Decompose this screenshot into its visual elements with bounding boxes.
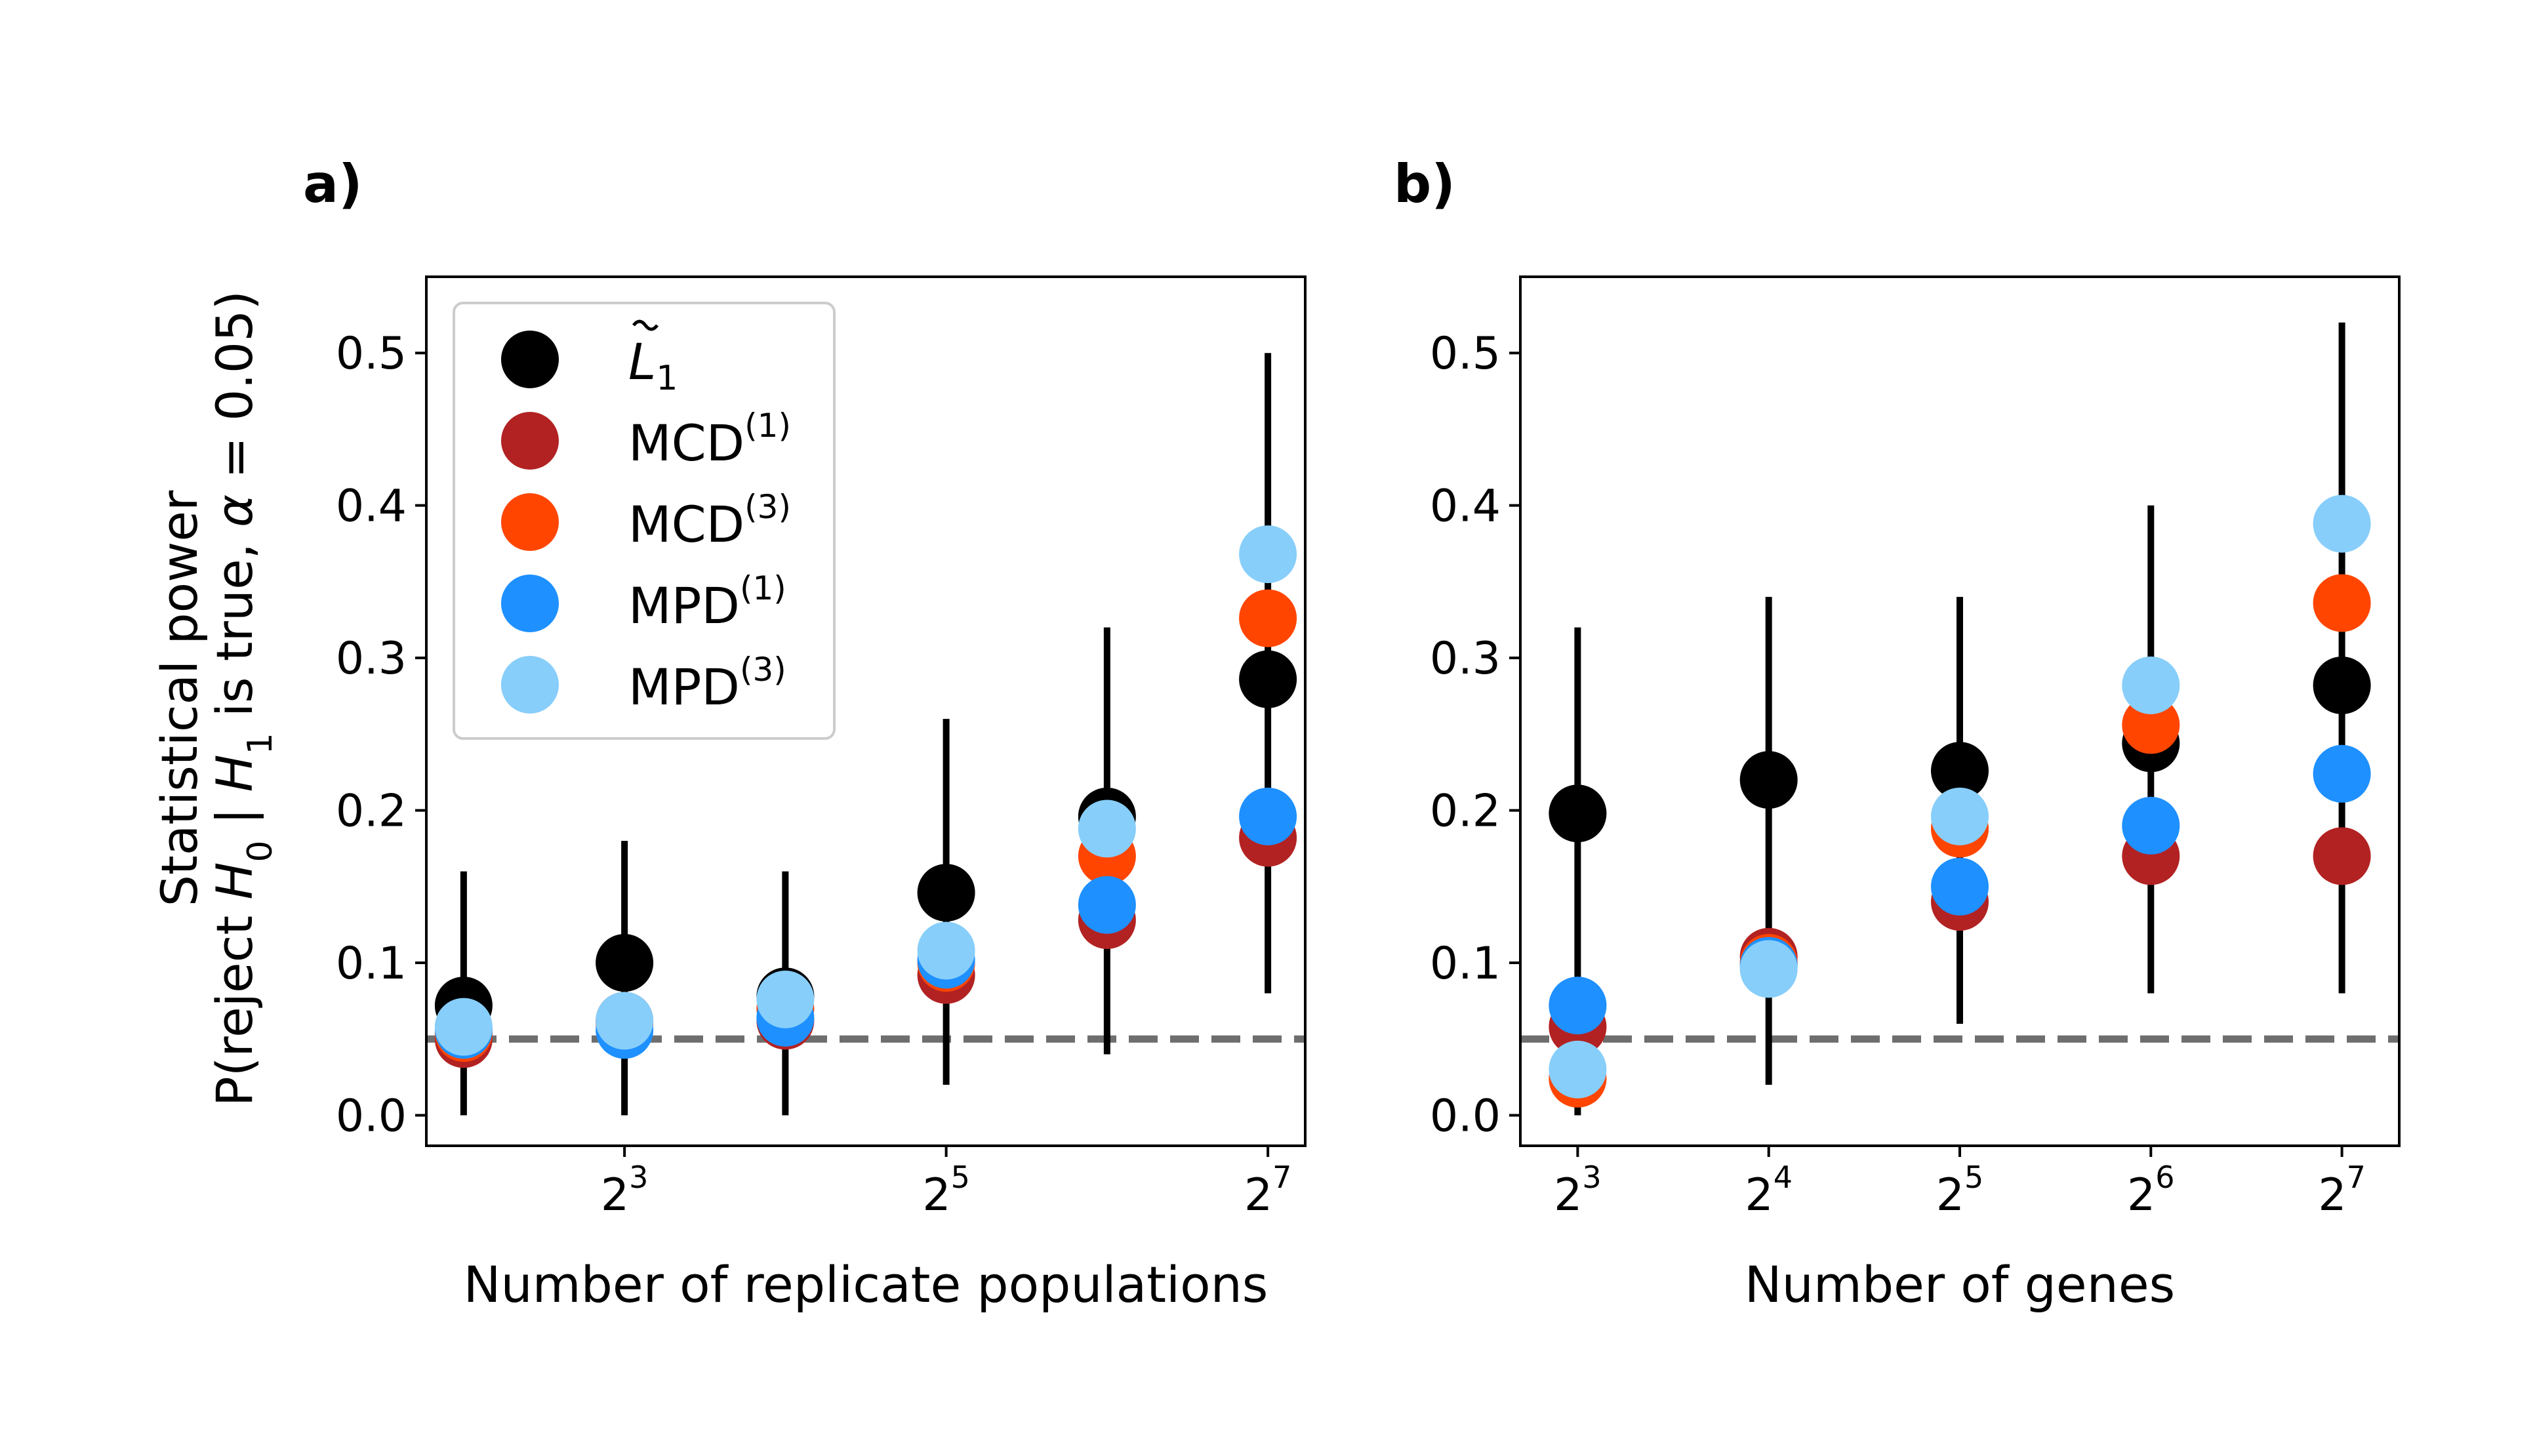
x-tick-label: 23 [601,1160,649,1221]
legend-marker-mcd1 [501,412,559,470]
y-tick-label: 0.5 [336,328,407,380]
point-mpd1 [2313,744,2371,803]
point-mpd3 [1549,1040,1607,1099]
y-axis-label: Statistical power P(reject H0 | H1 is tr… [150,291,280,1106]
y-tick-label: 0.2 [336,786,407,838]
panel-b: b) 0.0 0.1 0.2 0.3 0.4 0.5 23 24 25 26 27 Number o… [1394,153,2401,1314]
legend-label-l1: L1 [628,333,678,398]
x-tick-label: 26 [2127,1160,2175,1221]
legend-marker-mpd3 [501,656,559,714]
y-axis-label-line1: Statistical power [150,490,209,906]
y-tick-label: 0.3 [1430,633,1501,685]
point-mcd1 [2313,827,2371,885]
y-axis-label-line2: P(reject H0 | H1 is true, α = 0.05) [205,291,280,1106]
x-tick-label: 27 [2318,1160,2366,1221]
x-tick-label: 27 [1244,1160,1292,1221]
y-tick-label: 0.4 [1430,481,1501,533]
panel-a-frame [425,275,1307,1147]
y-tick-label: 0.0 [336,1091,407,1143]
panel-a-x-axis-label: Number of replicate populations [464,1255,1268,1314]
tilde-mark [632,319,659,331]
legend-label-mcd1: MCD(1) [628,407,791,472]
panel-b-plot-area [1520,322,2399,1116]
point-l1 [1549,784,1607,843]
panel-a-label: a) [303,153,363,214]
panel-a-plot-area [426,353,1305,1116]
point-mpd1 [2122,796,2180,855]
point-l1 [596,934,654,992]
x-tick-label: 25 [1936,1160,1984,1221]
point-mpd1 [1549,977,1607,1035]
y-tick-label: 0.4 [336,481,407,533]
legend-label-mcd3: MCD(3) [628,488,791,554]
point-mpd3 [596,992,654,1050]
point-l1 [2313,656,2371,714]
y-tick-label: 0.1 [336,938,407,990]
point-mpd3 [1931,787,1989,845]
y-tick-label: 0.2 [1430,786,1501,838]
x-tick-label: 23 [1554,1160,1602,1221]
legend-marker-l1 [501,331,559,388]
point-mpd3 [1078,799,1136,858]
legend-frame [453,302,836,740]
point-l1 [1931,742,1989,800]
panel-a: a) 0.0 0.1 0.2 0.3 0.4 0.5 23 25 27 Number of re… [303,153,1307,1314]
point-mpd3 [2122,656,2180,714]
point-mpd3 [1739,940,1798,998]
point-mpd3 [434,998,493,1056]
point-mcd3 [2313,574,2371,632]
legend-label-mpd1: MPD(1) [628,569,786,635]
point-l1 [917,864,975,922]
legend: L1 MCD(1) MCD(3) MPD(1) MPD(3) [453,302,836,740]
point-mpd1 [1078,876,1136,934]
point-mcd3 [2122,696,2180,754]
y-tick-label: 0.0 [1430,1091,1501,1143]
point-l1 [1739,751,1798,809]
legend-marker-mcd3 [501,493,559,551]
panel-b-x-axis-label: Number of genes [1745,1255,2175,1314]
point-l1 [1239,650,1297,708]
point-mpd1 [1239,787,1297,845]
panel-b-axes: 0.0 0.1 0.2 0.3 0.4 0.5 23 24 25 26 27 [1430,328,2366,1221]
point-mpd3 [917,921,975,980]
point-mpd3 [756,970,815,1028]
point-mpd3 [1239,525,1297,584]
legend-marker-mpd1 [501,575,559,632]
legend-label-mpd3: MPD(3) [628,651,786,716]
x-tick-label: 24 [1745,1160,1793,1221]
x-tick-label: 25 [922,1160,970,1221]
y-tick-label: 0.1 [1430,938,1501,990]
panel-a-axes: 0.0 0.1 0.2 0.3 0.4 0.5 23 25 27 [336,328,1292,1221]
y-tick-label: 0.3 [336,633,407,685]
point-mpd3 [2313,495,2371,553]
panel-b-label: b) [1394,153,1455,214]
point-mcd3 [1239,589,1297,647]
point-mpd1 [1931,857,1989,916]
y-tick-label: 0.5 [1430,328,1501,380]
